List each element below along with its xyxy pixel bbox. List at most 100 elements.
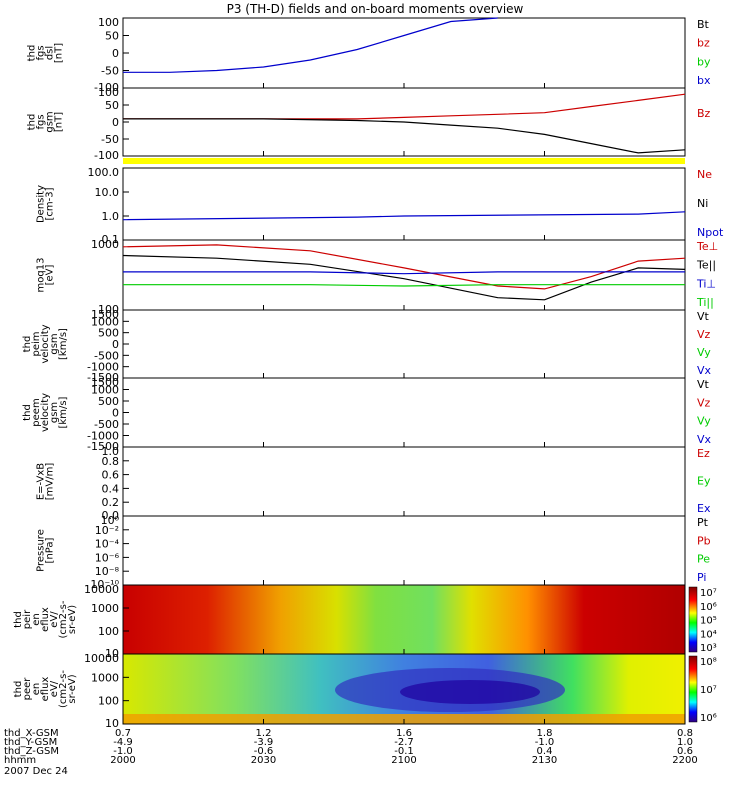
y-tick-label: 1.0	[102, 210, 120, 223]
y-tick-label: 1000	[91, 671, 119, 684]
legend-temp: Te⊥	[696, 240, 718, 253]
y-tick-label: 0	[112, 116, 119, 129]
y-tick-label: -500	[94, 418, 119, 431]
series-Ti⊥	[123, 271, 685, 275]
x-axis-gsm-x: 1.6	[396, 728, 412, 739]
y-tick-label: 50	[105, 30, 119, 43]
y-label: en	[31, 613, 42, 626]
y-tick-label: 1000	[91, 315, 119, 328]
legend-fgs-dsl: Bt	[697, 18, 710, 31]
y-tick-label: -1500	[87, 371, 119, 384]
panel-frame-efield	[122, 446, 686, 517]
y-tick-label: -50	[101, 133, 119, 146]
legend-pressure: Pb	[697, 534, 711, 547]
y-tick-label: 1500	[91, 308, 119, 321]
y-label: fgs	[36, 45, 47, 60]
y-label: thd	[22, 336, 33, 353]
y-tick-label: 100.0	[88, 166, 120, 179]
y-tick-label: 0.1	[102, 233, 120, 246]
y-label: moq13	[36, 258, 47, 293]
y-tick-label: 1.0	[102, 445, 120, 458]
series-Npot	[122, 211, 686, 221]
y-label: [nT]	[54, 43, 65, 63]
legend-efield: Ex	[697, 502, 711, 515]
y-label: Density	[36, 185, 47, 223]
series-by	[123, 118, 686, 154]
x-axis-gsm-z: -1.0	[113, 746, 133, 757]
legend-temp: Te||	[696, 259, 716, 272]
series-Te⊥	[122, 244, 686, 290]
y-label: [cm-3]	[45, 187, 56, 220]
y-tick-label: -100	[94, 149, 119, 162]
x-axis-hhmm: 2100	[391, 755, 416, 766]
series-bx	[123, 17, 498, 73]
y-tick-label: 100	[98, 16, 119, 29]
series-Bz	[123, 93, 686, 120]
x-row-label: thd_Z-GSM	[4, 746, 59, 757]
x-axis-hhmm: 2030	[251, 755, 276, 766]
x-axis-hhmm: 2130	[532, 755, 557, 766]
y-tick-label: 50	[105, 99, 119, 112]
series-Ti||	[123, 284, 685, 287]
y-tick-label: 10⁻⁶	[95, 551, 120, 564]
x-row-label: thd_Y-GSM	[4, 737, 57, 748]
y-label: gsm	[49, 333, 60, 354]
y-label: [km/s]	[58, 328, 69, 360]
y-tick-label: 1000	[91, 238, 119, 251]
legend-fgs-gsm: Bz	[697, 107, 711, 120]
y-label: gsm	[45, 111, 56, 132]
y-label: (cm2-s-	[58, 600, 69, 638]
colorbar-label: 10⁶	[700, 602, 717, 613]
y-tick-label: 10	[105, 717, 119, 730]
legend-pressure: Pt	[697, 516, 709, 529]
y-label: peem	[31, 398, 42, 426]
quality-bar	[123, 158, 685, 164]
x-axis-gsm-y: -3.9	[254, 737, 274, 748]
legend-peim: Vx	[697, 364, 712, 377]
y-label: sr-eV)	[67, 674, 78, 703]
y-tick-label: 10000	[84, 583, 119, 596]
y-label: sr-eV)	[67, 605, 78, 634]
y-label: velocity	[40, 324, 51, 363]
panel-frame-peim	[122, 309, 686, 379]
y-tick-label: 10⁻²	[95, 524, 119, 537]
y-label: fgs	[36, 114, 47, 129]
y-tick-label: 10⁻⁴	[95, 538, 120, 551]
y-tick-label: -1000	[87, 430, 119, 443]
y-tick-label: 100	[98, 303, 119, 316]
y-tick-label: 0.6	[102, 469, 120, 482]
y-label: thd	[22, 404, 33, 421]
y-tick-label: 10⁰	[101, 514, 120, 527]
y-tick-label: 0.4	[102, 482, 120, 495]
x-row-label: 2007 Dec 24	[4, 766, 68, 777]
series-Te||	[122, 254, 686, 301]
x-axis-gsm-x: 0.7	[115, 728, 131, 739]
y-tick-label: 10⁻⁸	[95, 565, 120, 578]
y-tick-label: -100	[94, 81, 119, 94]
y-tick-label: 10.0	[95, 186, 120, 199]
y-label: velocity	[40, 393, 51, 432]
y-tick-label: -1000	[87, 361, 119, 374]
legend-pressure: Pi	[697, 571, 706, 584]
x-axis-gsm-x: 1.8	[537, 728, 553, 739]
x-axis-gsm-y: -2.7	[394, 737, 414, 748]
legend-peem: Vt	[697, 378, 710, 391]
y-tick-label: 1000	[91, 384, 119, 397]
legend-density: Ni	[697, 197, 708, 210]
x-axis-gsm-z: 0.4	[537, 746, 553, 757]
y-label: en	[31, 683, 42, 696]
colorbar-peir	[688, 586, 698, 653]
y-label: [mV/m]	[45, 463, 56, 501]
colorbar-peer	[688, 655, 698, 723]
y-tick-label: 0	[112, 338, 119, 351]
x-axis-gsm-x: 0.8	[677, 728, 693, 739]
legend-peim: Vt	[697, 310, 710, 323]
y-tick-label: 100	[98, 625, 119, 638]
y-label: thd	[27, 45, 38, 62]
colorbar-label: 10⁷	[700, 685, 717, 696]
y-tick-label: 10	[105, 647, 119, 660]
legend-density: Npot	[697, 226, 724, 239]
y-tick-label: 0.0	[102, 509, 120, 522]
y-label: [nT]	[54, 112, 65, 132]
